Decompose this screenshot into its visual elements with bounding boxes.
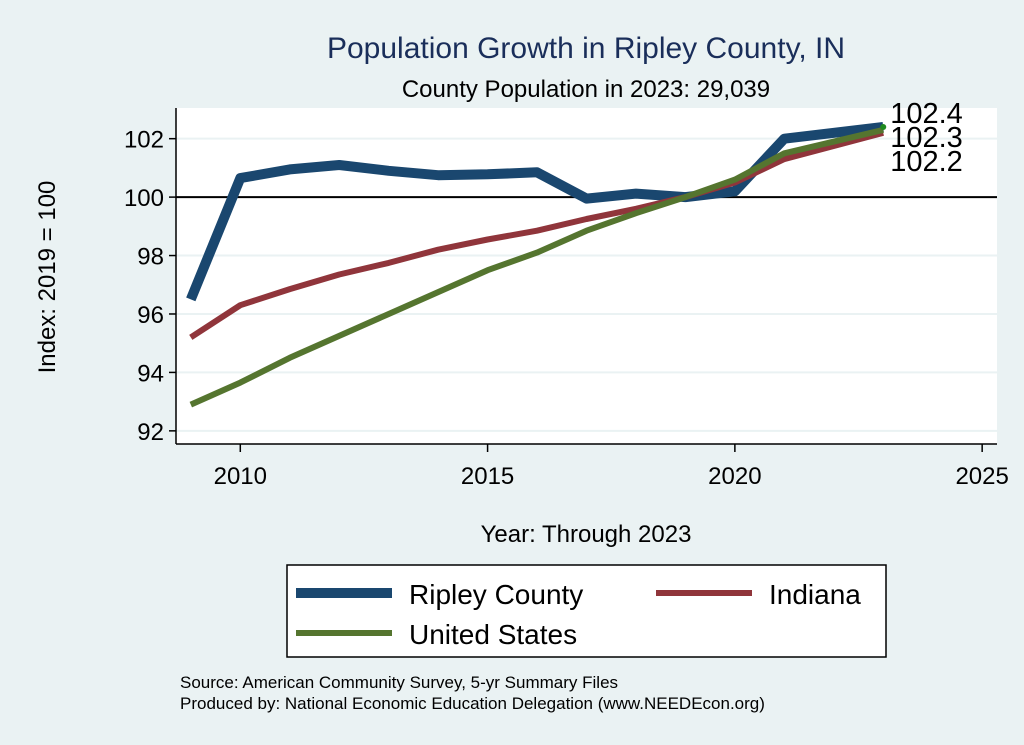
y-tick-label: 96 bbox=[137, 302, 164, 329]
plot-area bbox=[176, 108, 997, 444]
x-tick-label: 2020 bbox=[708, 463, 761, 490]
legend-box bbox=[286, 564, 887, 658]
series-line-united-states bbox=[189, 126, 884, 408]
y-tick-label: 92 bbox=[137, 419, 164, 446]
end-point-marker bbox=[880, 123, 887, 130]
producer-note: Produced by: National Economic Education… bbox=[180, 694, 765, 713]
end-label-united-states: 102.3 bbox=[890, 122, 963, 154]
x-tick-label: 2015 bbox=[461, 463, 514, 490]
y-tick-label: 94 bbox=[137, 360, 164, 387]
gridlines bbox=[176, 137, 997, 432]
y-axis-ticks: 92 94 96 98 100 102 bbox=[124, 127, 176, 446]
series-lines bbox=[186, 122, 884, 408]
y-axis-title: Index: 2019 = 100 bbox=[34, 181, 61, 374]
legend-label-ripley-county: Ripley County bbox=[409, 579, 583, 610]
legend-label-united-states: United States bbox=[409, 619, 577, 650]
legend-label-indiana: Indiana bbox=[769, 579, 861, 610]
end-label-ripley-county: 102.4 bbox=[890, 98, 963, 130]
x-axis-title: Year: Through 2023 bbox=[481, 521, 692, 548]
y-tick-label: 100 bbox=[124, 185, 164, 212]
chart-title: Population Growth in Ripley County, IN bbox=[327, 32, 845, 65]
source-note: Source: American Community Survey, 5-yr … bbox=[180, 673, 618, 692]
legend: Ripley County Indiana United States bbox=[286, 564, 887, 658]
x-axis-ticks: 2010 2015 2020 2025 bbox=[214, 444, 1009, 490]
series-line-ripley-county bbox=[186, 122, 884, 302]
x-tick-label: 2010 bbox=[214, 463, 267, 490]
x-tick-label: 2025 bbox=[955, 463, 1008, 490]
y-tick-label: 98 bbox=[137, 244, 164, 271]
y-tick-label: 102 bbox=[124, 127, 164, 154]
chart-subtitle: County Population in 2023: 29,039 bbox=[402, 76, 770, 103]
end-label-indiana: 102.2 bbox=[890, 146, 963, 178]
